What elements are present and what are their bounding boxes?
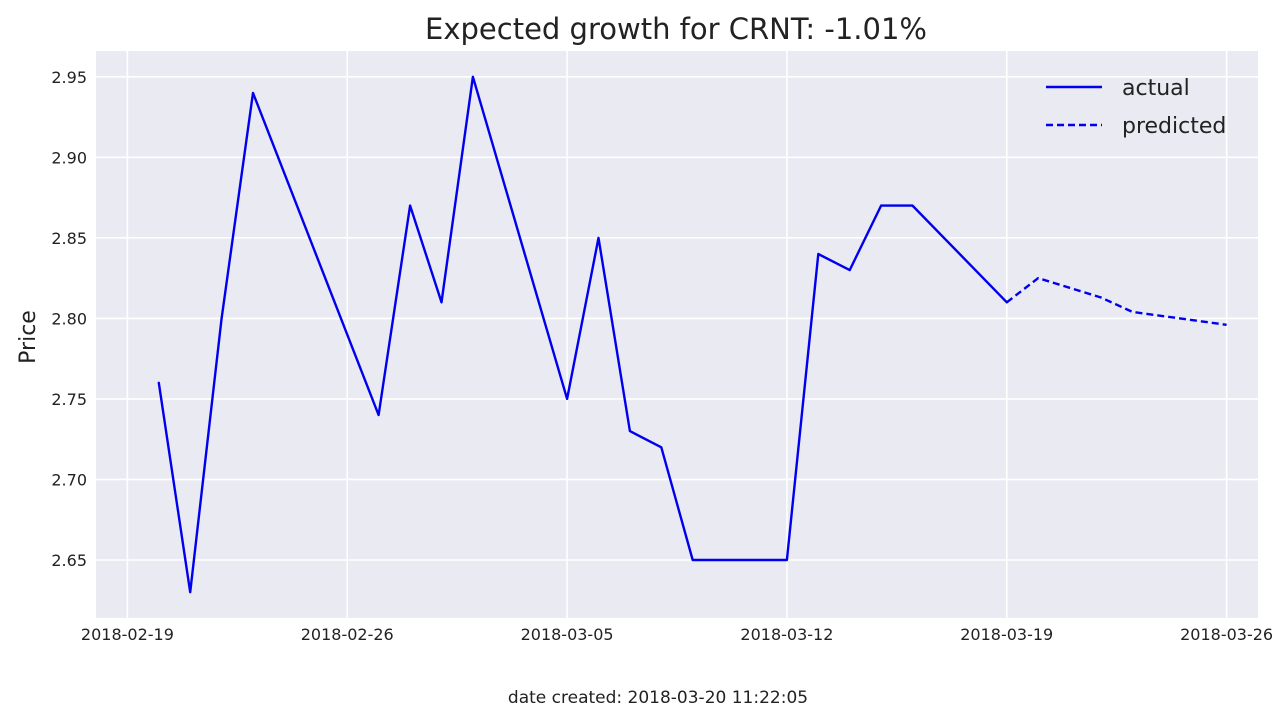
legend: actual predicted	[1046, 76, 1226, 139]
legend-label-predicted: predicted	[1122, 114, 1226, 139]
x-tick-label: 2018-02-19	[81, 625, 174, 644]
y-tick-label: 2.95	[51, 68, 87, 87]
series-lines	[157, 75, 1227, 594]
x-tick-label: 2018-03-05	[521, 625, 614, 644]
y-tick-label: 2.75	[51, 390, 87, 409]
series-predicted-line	[1006, 276, 1227, 326]
x-tick-label: 2018-03-26	[1180, 625, 1273, 644]
grid-lines	[96, 51, 1258, 618]
x-tick-label: 2018-02-26	[301, 625, 394, 644]
plot-area	[96, 51, 1258, 618]
y-axis-label: Price	[16, 310, 41, 364]
y-tick-label: 2.90	[51, 148, 87, 167]
y-tick-label: 2.85	[51, 229, 87, 248]
y-tick-label: 2.80	[51, 309, 87, 328]
series-actual-line	[157, 75, 1008, 594]
footer-date-created: date created: 2018-03-20 11:22:05	[508, 688, 808, 708]
chart-title: Expected growth for CRNT: -1.01%	[425, 12, 927, 46]
y-tick-label: 2.65	[51, 551, 87, 570]
x-axis-ticks: 2018-02-19 2018-02-26 2018-03-05 2018-03-12…	[81, 625, 1273, 644]
y-tick-label: 2.70	[51, 470, 87, 489]
y-axis-ticks: 2.65 2.70 2.75 2.80 2.85 2.90 2.95	[51, 68, 87, 570]
x-tick-label: 2018-03-19	[960, 625, 1053, 644]
x-tick-label: 2018-03-12	[740, 625, 833, 644]
legend-label-actual: actual	[1122, 76, 1190, 101]
